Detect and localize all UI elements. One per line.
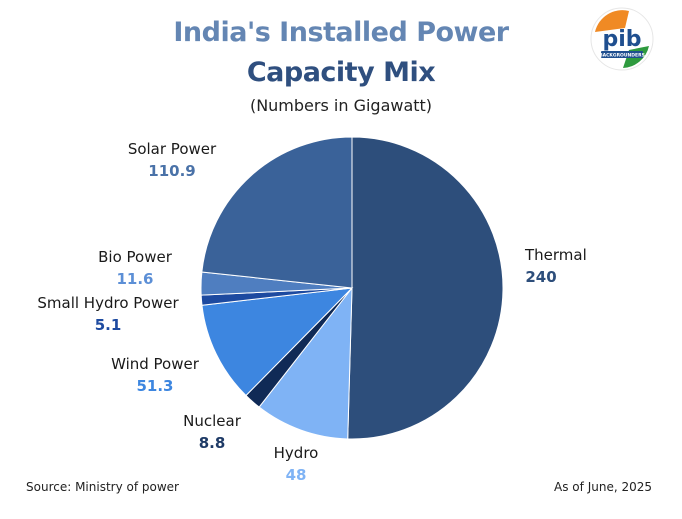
slice-value-thermal: 240 <box>525 268 556 286</box>
pie-slice-hydro <box>258 286 353 440</box>
slice-value-bio-power: 11.6 <box>116 270 153 288</box>
pib-backgrounders-logo-icon: pib BACKGROUNDERS <box>590 7 654 71</box>
slice-label-nuclear: Nuclear <box>183 412 242 430</box>
slice-value-hydro: 48 <box>286 466 307 484</box>
chart-title-line-2: Capacity Mix <box>246 57 436 88</box>
slice-value-solar-power: 110.9 <box>148 162 195 180</box>
logo-subtext: BACKGROUNDERS <box>599 53 645 59</box>
pie-slice-thermal <box>347 136 504 440</box>
slice-label-small-hydro-power: Small Hydro Power <box>37 294 179 312</box>
slice-value-wind-power: 51.3 <box>136 377 173 395</box>
pie-slice-solar-power <box>201 136 353 289</box>
slice-label-solar-power: Solar Power <box>128 140 217 158</box>
slice-label-hydro: Hydro <box>274 444 319 462</box>
chart-title-line-1: India's Installed Power <box>173 17 509 48</box>
pie-slice-wind-power <box>201 287 354 397</box>
as-of-date: As of June, 2025 <box>554 480 652 494</box>
slice-value-nuclear: 8.8 <box>199 434 226 452</box>
slice-label-wind-power: Wind Power <box>111 355 200 373</box>
slice-label-bio-power: Bio Power <box>98 248 173 266</box>
slice-value-small-hydro-power: 5.1 <box>95 316 122 334</box>
chart-subtitle: (Numbers in Gigawatt) <box>249 96 433 115</box>
slice-label-thermal: Thermal <box>524 246 587 264</box>
logo-text: pib <box>602 27 641 52</box>
source-note: Source: Ministry of power <box>26 480 179 494</box>
